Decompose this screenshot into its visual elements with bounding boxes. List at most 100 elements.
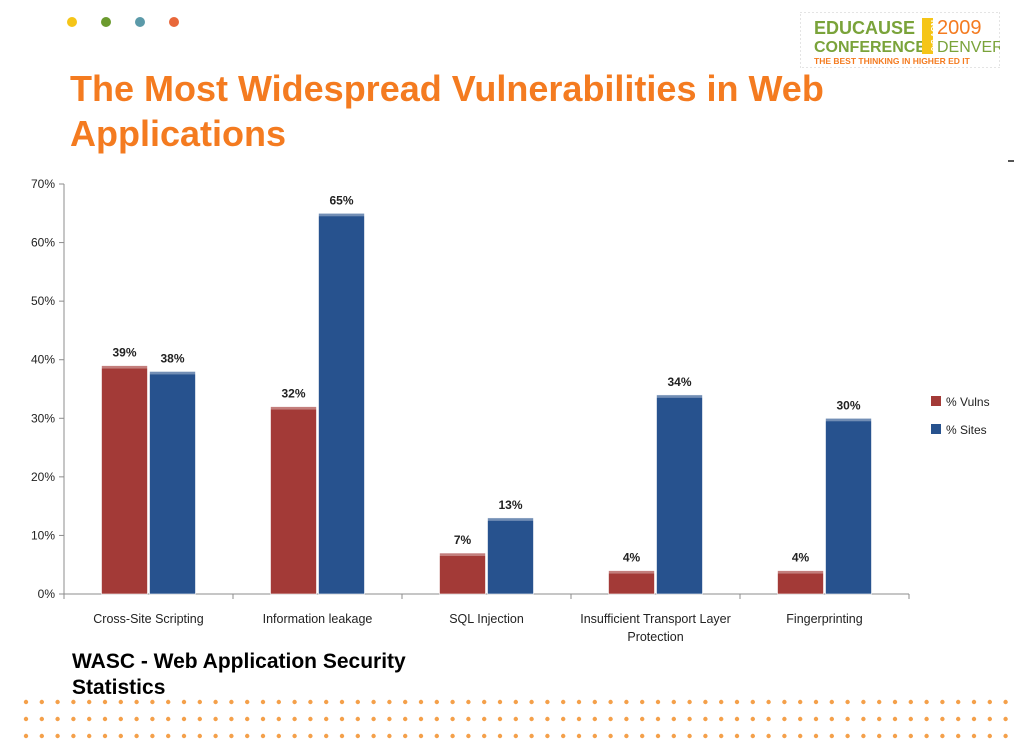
grid-dot: [687, 733, 692, 739]
grid-dot: [39, 716, 44, 722]
grid-dot: [324, 716, 329, 722]
y-tick-label: 30%: [31, 411, 55, 425]
grid-dot: [956, 716, 961, 722]
x-category-label-line: Cross-Site Scripting: [93, 612, 203, 626]
grid-dot: [292, 716, 297, 722]
grid-dot: [829, 733, 834, 739]
grid-dot: [371, 716, 376, 722]
grid-dot: [181, 699, 187, 705]
grid-dot: [308, 699, 313, 705]
legend-swatch: [931, 396, 941, 406]
grid-dot: [434, 733, 439, 739]
grid-dot: [387, 733, 392, 739]
grid-dot: [245, 733, 250, 739]
grid-dot: [197, 716, 202, 722]
grid-dot: [956, 733, 961, 739]
grid-dot: [924, 699, 929, 705]
grid-dot: [102, 699, 108, 705]
slide-title-line-1: The Most Widespread Vulnerabilities in W…: [70, 68, 824, 109]
grid-dot: [466, 733, 471, 739]
y-tick-label: 40%: [31, 353, 55, 367]
grid-dot: [102, 716, 108, 722]
grid-dot: [719, 699, 724, 705]
grid-dot: [229, 699, 234, 705]
y-tick-label: 0%: [38, 587, 56, 601]
grid-dot: [924, 733, 929, 739]
grid-dot: [766, 716, 771, 722]
grid-dot: [940, 716, 945, 722]
grid-dot: [150, 699, 155, 705]
slide-title-line-2: Applications: [70, 113, 287, 154]
grid-dot: [497, 716, 503, 722]
grid-dot: [845, 733, 850, 739]
grid-dot: [750, 733, 755, 739]
grid-dot: [418, 716, 424, 722]
grid-dot: [308, 733, 313, 739]
data-label: 30%: [836, 398, 860, 412]
grid-dot: [908, 733, 913, 739]
accent-dot: [101, 17, 111, 27]
grid-dot: [339, 699, 345, 705]
x-category-label-line: Information leakage: [263, 612, 373, 626]
grid-dot: [608, 716, 613, 722]
grid-dot: [655, 733, 661, 739]
grid-dot: [134, 716, 139, 722]
legend-swatch: [931, 424, 941, 434]
grid-dot: [592, 699, 597, 705]
grid-dot: [87, 699, 92, 705]
grid-dot: [497, 699, 503, 705]
decorative-dot-grid: [23, 699, 1008, 739]
grid-dot: [798, 733, 803, 739]
grid-dot: [324, 733, 329, 739]
data-label: 38%: [160, 351, 184, 365]
grid-dot: [276, 733, 281, 739]
grid-dot: [861, 733, 866, 739]
grid-dot: [703, 733, 708, 739]
grid-dot: [624, 733, 629, 739]
grid-dot: [782, 716, 787, 722]
grid-dot: [403, 733, 408, 739]
grid-dot: [260, 733, 266, 739]
grid-dot: [671, 699, 676, 705]
legend-label: % Vulns: [946, 395, 990, 409]
accent-dot: [135, 17, 145, 27]
y-tick-label: 70%: [31, 177, 55, 191]
grid-dot: [719, 716, 724, 722]
grid-dot: [576, 716, 582, 722]
grid-dot: [102, 733, 108, 739]
grid-dot: [450, 716, 455, 722]
grid-dot: [845, 699, 850, 705]
data-label: 13%: [498, 498, 522, 512]
grid-dot: [861, 699, 866, 705]
grid-dot: [387, 716, 392, 722]
grid-dot: [1003, 733, 1008, 739]
grid-dot: [482, 733, 487, 739]
bar-sites: [149, 371, 196, 595]
bar-highlight: [149, 371, 196, 375]
bar-highlight: [656, 394, 703, 398]
grid-dot: [798, 716, 803, 722]
grid-dot: [971, 733, 977, 739]
grid-dot: [434, 699, 439, 705]
logo-year: 2009: [937, 17, 982, 39]
grid-dot: [561, 699, 566, 705]
grid-dot: [987, 733, 992, 739]
bar-highlight: [270, 406, 317, 410]
x-category-label: Insufficient Transport Layer Protection: [580, 612, 731, 644]
bar-vulns: [777, 570, 824, 595]
grid-dot: [403, 716, 408, 722]
grid-dot: [276, 699, 281, 705]
grid-dot: [87, 733, 92, 739]
grid-dot: [908, 699, 913, 705]
grid-dot: [734, 733, 740, 739]
grid-dot: [39, 699, 44, 705]
grid-dot: [23, 733, 29, 739]
grid-dot: [640, 733, 645, 739]
grid-dot: [576, 699, 582, 705]
bar-sites: [487, 517, 534, 595]
grid-dot: [181, 716, 187, 722]
grid-dot: [513, 716, 518, 722]
educause-conference-logo: EDUCAUSE CONFERENCE NOV 3-6 2009 DENVER …: [800, 12, 1000, 68]
data-label: 32%: [281, 387, 305, 401]
grid-dot: [766, 733, 771, 739]
